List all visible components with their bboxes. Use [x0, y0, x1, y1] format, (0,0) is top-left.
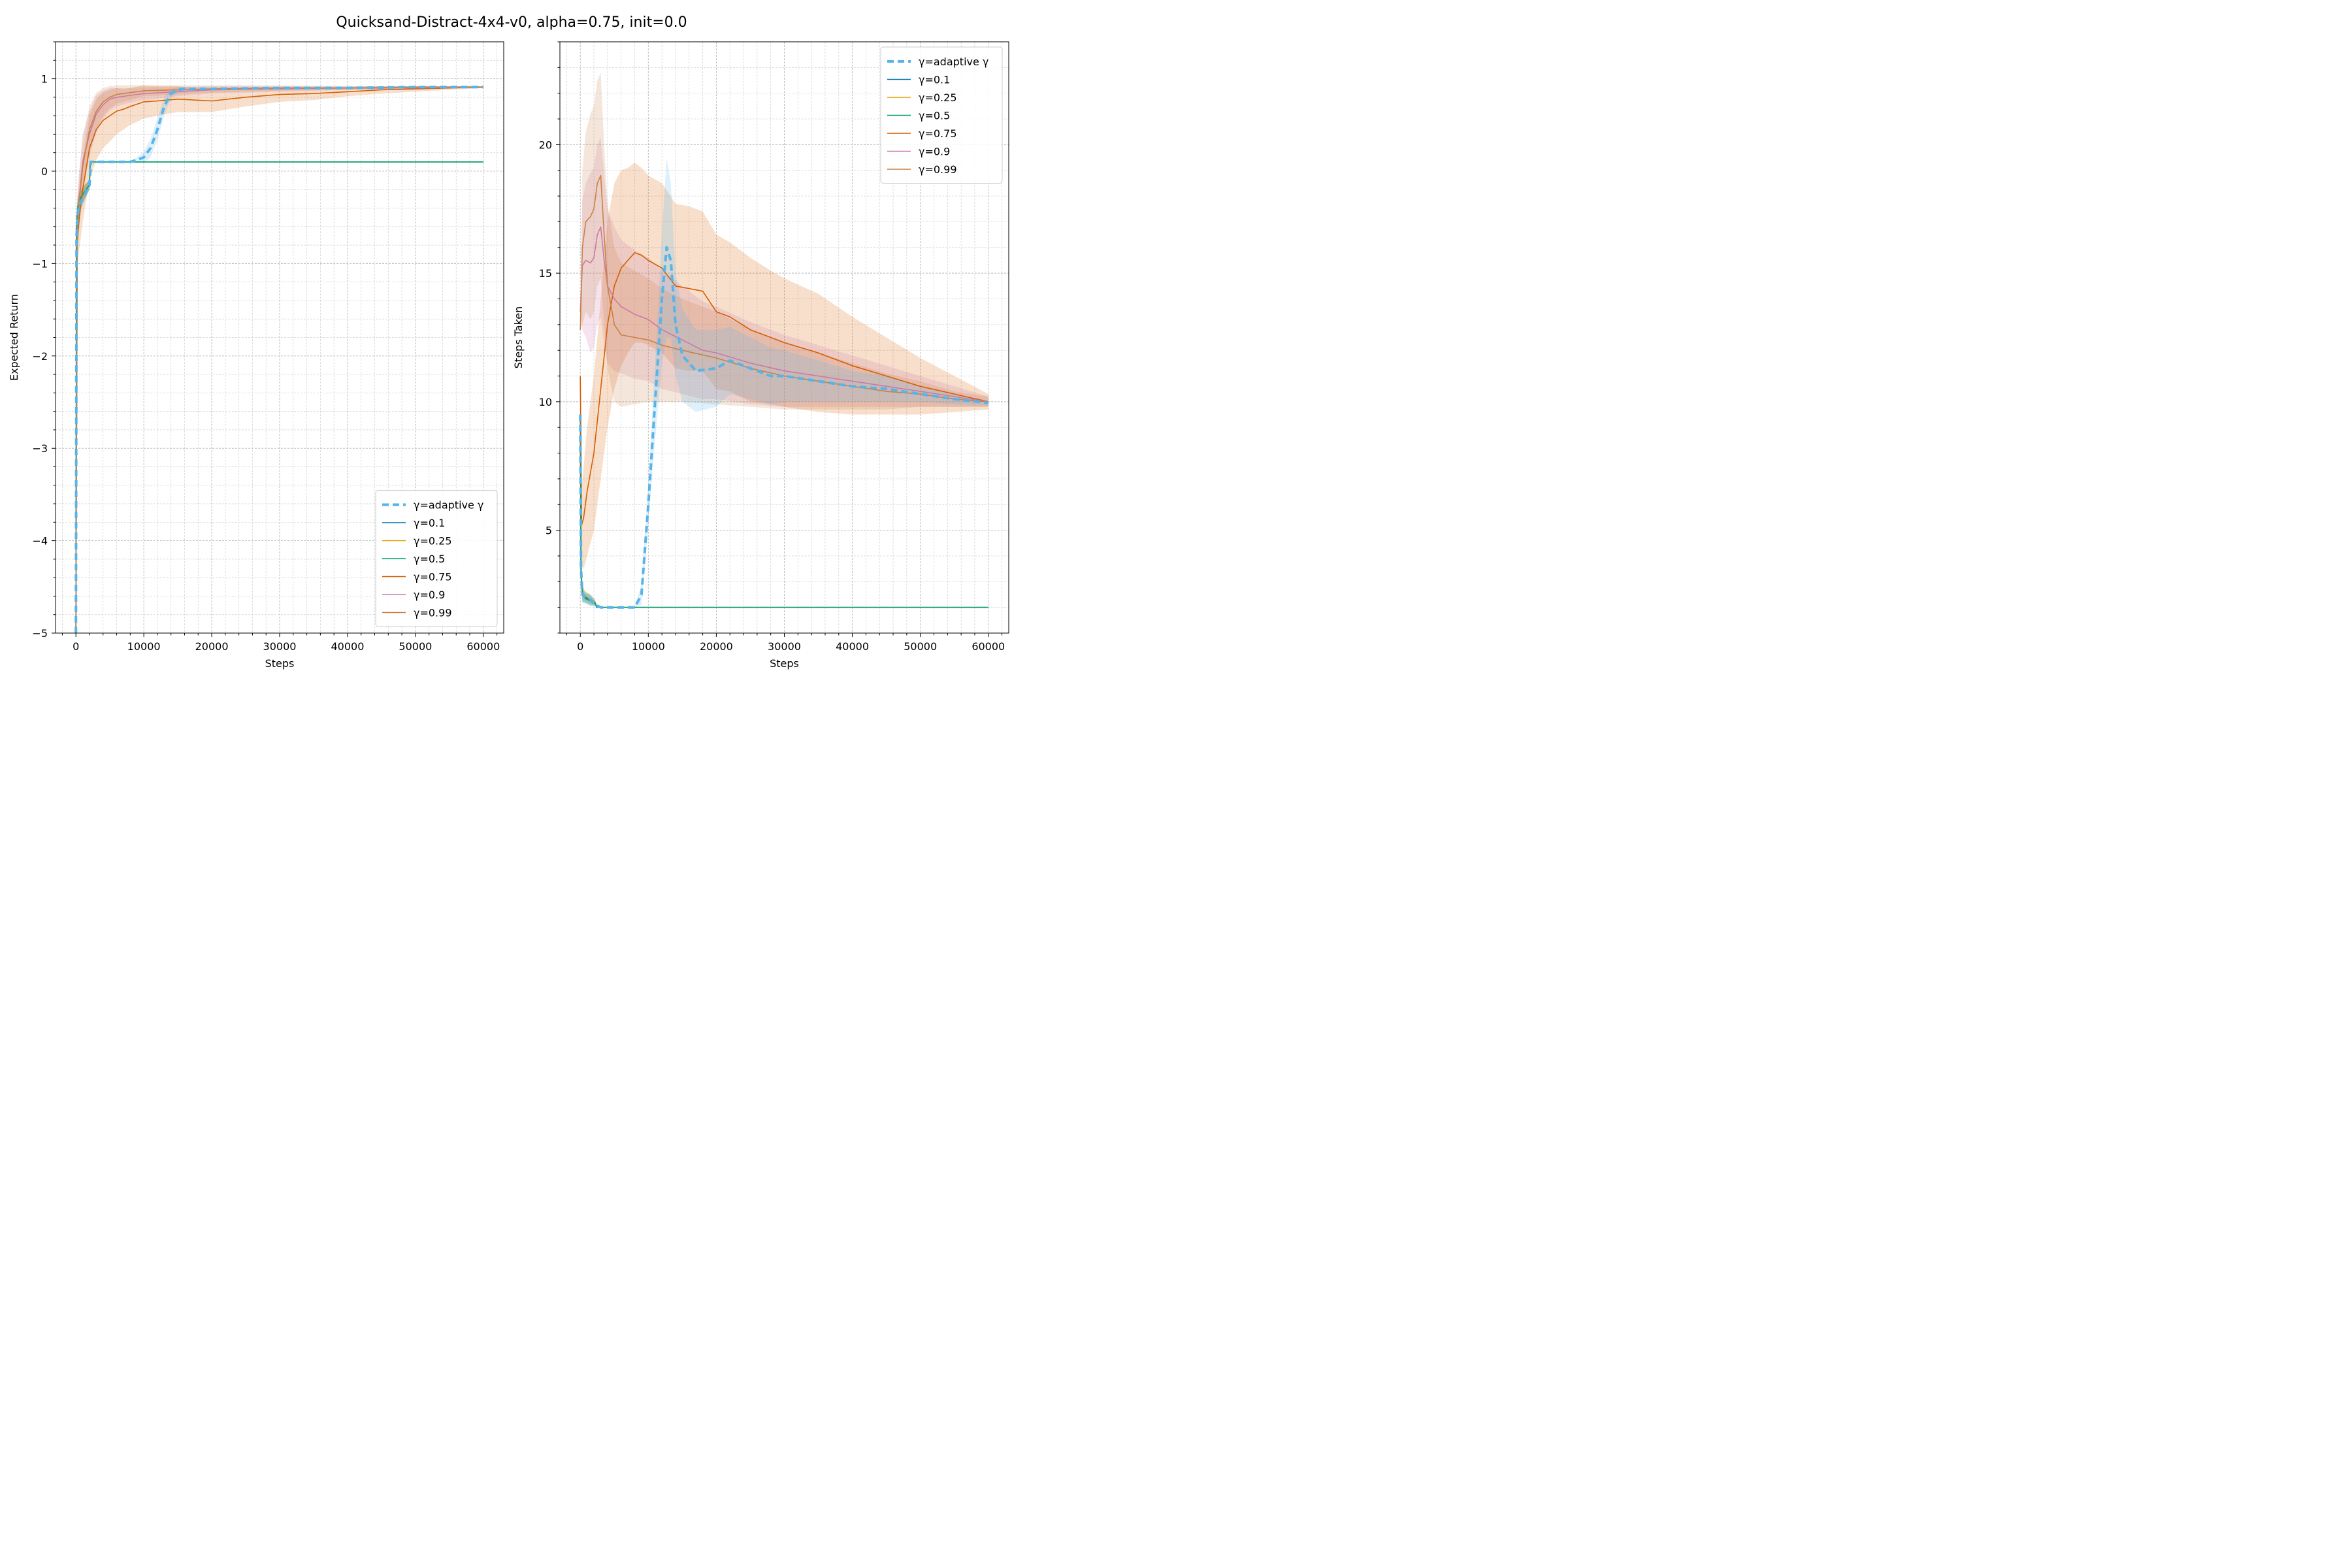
y-tick-label: −4 — [32, 535, 48, 547]
x-tick-label: 20000 — [195, 640, 229, 653]
expected-return-panel: 0 10000 20000 30000 40000 50000 60000 −5 −4 −3 −2 −… — [8, 41, 504, 670]
y-tick-label: −3 — [32, 442, 48, 455]
series-line — [75, 86, 483, 634]
y-axis-label: Expected Return — [8, 294, 20, 381]
legend-box — [375, 490, 498, 627]
x-tick-label: 40000 — [331, 640, 364, 653]
legend-label: γ=0.1 — [414, 517, 445, 529]
series-line — [74, 86, 483, 634]
legend-label: γ=0.5 — [919, 110, 950, 122]
y-tick-label: −1 — [32, 257, 48, 270]
x-tick-label: 50000 — [399, 640, 432, 653]
series-lines — [579, 174, 989, 609]
x-axis-label: Steps — [770, 657, 799, 670]
x-tick-label: 30000 — [768, 640, 801, 653]
legend: γ=adaptive γ γ=0.1 γ=0.25 γ=0.5 γ=0.75 γ=0.9 γ… — [880, 46, 1003, 184]
confidence-bands — [580, 73, 988, 608]
series-line — [75, 86, 483, 634]
series-line — [579, 246, 989, 609]
figure-title: Quicksand-Distract-4x4-v0, alpha=0.75, i… — [336, 14, 687, 31]
legend-label: γ=0.1 — [919, 74, 950, 86]
series-line — [580, 174, 988, 402]
legend-label: γ=0.25 — [414, 535, 452, 547]
confidence-band — [580, 162, 988, 569]
x-axis-label: Steps — [265, 657, 295, 670]
legend-label: γ=0.5 — [414, 553, 445, 565]
grid-lines — [56, 41, 504, 634]
axis-ticks: 0 10000 20000 30000 40000 50000 60000 5 10 15 20 — [539, 41, 1005, 653]
x-tick-label: 20000 — [700, 640, 733, 653]
x-tick-label: 30000 — [263, 640, 297, 653]
legend-label: γ=0.25 — [919, 91, 957, 104]
y-tick-label: 10 — [539, 396, 552, 408]
y-tick-label: 15 — [539, 267, 552, 280]
legend-label: γ=0.75 — [414, 571, 452, 583]
x-tick-label: 50000 — [904, 640, 937, 653]
x-tick-label: 10000 — [632, 640, 665, 653]
legend-label: γ=0.99 — [919, 163, 957, 176]
legend-label: γ=0.99 — [414, 607, 452, 619]
y-tick-label: 20 — [539, 139, 552, 151]
confidence-band — [580, 137, 988, 407]
legend-label: γ=0.75 — [919, 127, 957, 140]
legend-label: γ=0.9 — [919, 146, 950, 158]
x-tick-label: 40000 — [836, 640, 869, 653]
confidence-band — [580, 157, 988, 608]
x-tick-label: 60000 — [466, 640, 500, 653]
series-line — [580, 252, 988, 526]
y-tick-label: −2 — [32, 350, 48, 363]
legend-label: γ=0.9 — [414, 589, 445, 601]
series-line — [580, 226, 988, 402]
legend-label: γ=adaptive γ — [414, 499, 483, 512]
figure: Quicksand-Distract-4x4-v0, alpha=0.75, i… — [8, 14, 1009, 670]
x-tick-label: 60000 — [972, 640, 1005, 653]
steps-taken-panel: 0 10000 20000 30000 40000 50000 60000 5 10 15 20 S… — [512, 41, 1009, 670]
legend: γ=adaptive γ γ=0.1 γ=0.25 γ=0.5 γ=0.75 γ=0.9 γ… — [375, 490, 498, 627]
legend-label: γ=adaptive γ — [919, 56, 988, 68]
confidence-band — [580, 73, 988, 410]
y-tick-label: 5 — [546, 525, 552, 537]
x-tick-label: 0 — [73, 640, 79, 653]
x-tick-label: 10000 — [127, 640, 161, 653]
series-lines — [74, 86, 483, 634]
y-tick-label: −5 — [32, 627, 48, 640]
y-tick-label: 1 — [41, 73, 48, 86]
y-axis-label: Steps Taken — [512, 306, 525, 368]
y-tick-label: 0 — [41, 165, 48, 178]
x-tick-label: 0 — [577, 640, 583, 653]
legend-box — [880, 46, 1003, 184]
axis-ticks: 0 10000 20000 30000 40000 50000 60000 −5 −4 −3 −2 −… — [32, 41, 500, 653]
